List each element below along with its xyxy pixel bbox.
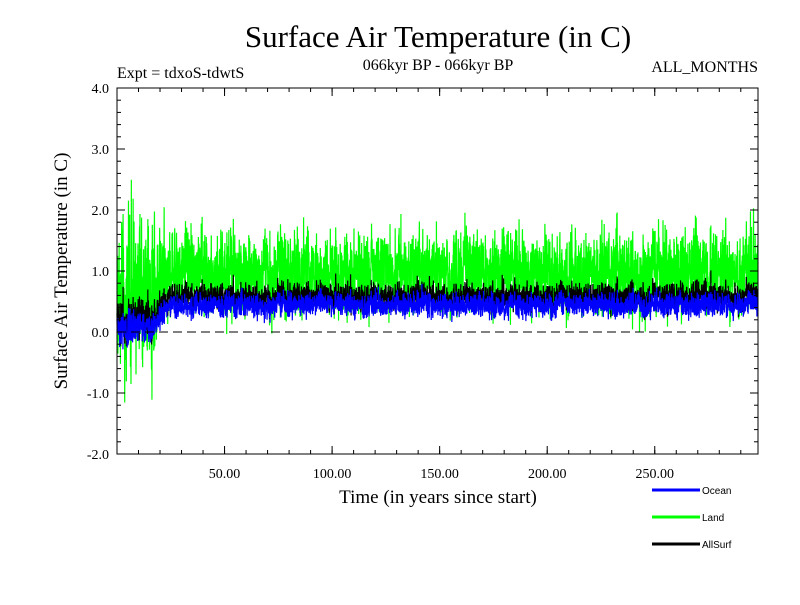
series-line-allsurf: [116, 270, 759, 347]
x-tick-label: 200.00: [528, 467, 567, 482]
chart-subtitle-center: 066kyr BP - 066kyr BP: [363, 57, 514, 74]
y-tick-label: 1.0: [92, 265, 110, 280]
legend-label-ocean: Ocean: [702, 486, 731, 497]
chart-subtitle-right: ALL_MONTHS: [651, 59, 758, 76]
x-tick-label: 250.00: [636, 467, 675, 482]
legend-label-allsurf: AllSurf: [702, 540, 732, 551]
legend-label-land: Land: [702, 513, 724, 524]
chart-title: Surface Air Temperature (in C): [245, 19, 631, 54]
y-tick-label: 3.0: [92, 143, 110, 158]
y-tick-label: 2.0: [92, 204, 110, 219]
plot-area: [116, 179, 759, 403]
y-tick-label: -2.0: [87, 448, 109, 463]
x-tick-label: 100.00: [313, 467, 352, 482]
chart-subtitle-left: Expt = tdxoS-tdwtS: [117, 65, 244, 82]
series-line-land: [116, 179, 759, 403]
x-axis: 50.00 100.00 150.00 200.00 250.00: [138, 88, 742, 482]
y-tick-label: -1.0: [87, 387, 109, 402]
y-tick-label: 4.0: [92, 82, 110, 97]
y-axis-label: Surface Air Temperature (in C): [51, 153, 72, 390]
y-axis: -2.0 -1.0 0.0 1.0 2.0 3.0 4.0: [87, 82, 758, 463]
x-tick-label: 150.00: [420, 467, 459, 482]
series-line-ocean: [116, 283, 759, 350]
y-tick-label: 0.0: [92, 326, 110, 341]
x-tick-label: 50.00: [209, 467, 241, 482]
x-axis-label: Time (in years since start): [339, 487, 537, 508]
legend: Ocean Land AllSurf: [652, 486, 732, 551]
